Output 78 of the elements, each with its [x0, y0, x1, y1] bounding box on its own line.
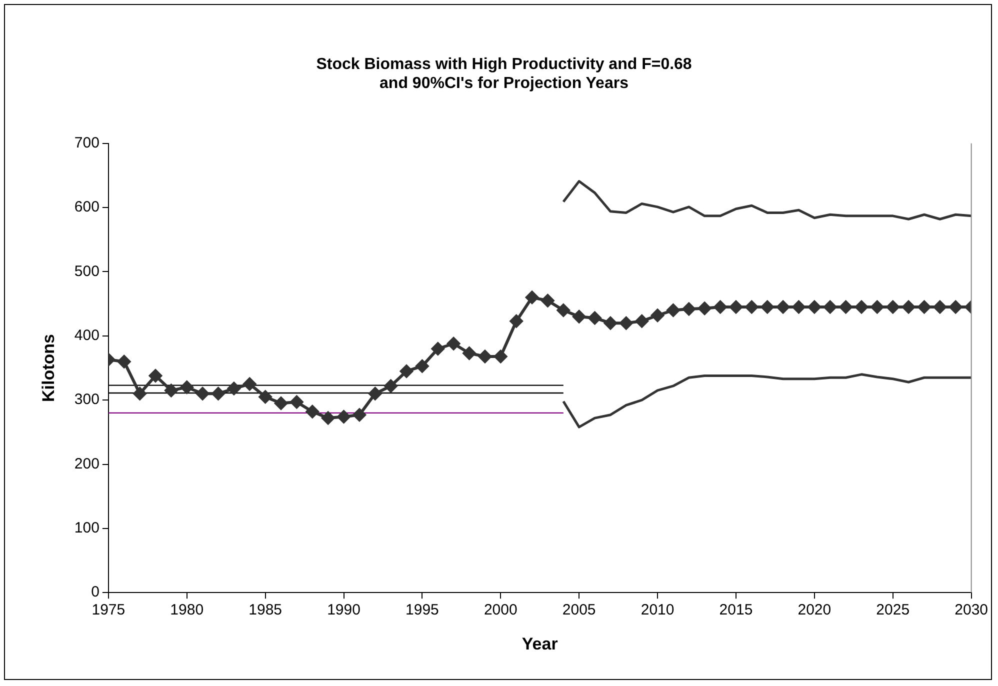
point	[760, 300, 774, 314]
x-tick-label: 1980	[170, 602, 204, 619]
y-tick-label: 300	[74, 391, 100, 408]
point	[635, 314, 648, 328]
point	[604, 316, 617, 330]
point	[918, 300, 931, 314]
point	[196, 387, 210, 400]
point	[133, 387, 146, 400]
point	[870, 300, 884, 314]
point	[729, 300, 742, 314]
x-tick-label: 1985	[248, 602, 282, 619]
point	[258, 390, 272, 404]
point	[745, 300, 758, 314]
point	[620, 316, 633, 330]
x-axis-title: Year	[522, 634, 558, 654]
point	[227, 382, 240, 396]
point	[400, 364, 414, 378]
x-tick-label: 2025	[876, 602, 910, 619]
x-tick-label: 2015	[719, 602, 753, 619]
point	[666, 304, 680, 317]
point	[352, 408, 366, 422]
y-tick-label: 200	[74, 455, 100, 472]
point	[431, 342, 444, 356]
point	[212, 387, 225, 400]
point	[526, 290, 539, 304]
point	[839, 300, 852, 314]
point	[556, 304, 570, 317]
point	[792, 300, 806, 314]
point	[854, 300, 868, 314]
point	[651, 308, 664, 322]
y-tick-label: 600	[74, 198, 100, 216]
y-tick-label: 0	[91, 584, 100, 601]
point	[290, 396, 304, 409]
y-tick-label: 700	[74, 134, 100, 152]
point	[148, 369, 162, 382]
x-tick-label: 2010	[640, 602, 674, 619]
x-tick-label: 2020	[798, 602, 832, 619]
y-axis-title: Kilotons	[38, 334, 58, 402]
point	[682, 302, 696, 316]
point	[494, 350, 508, 363]
point	[462, 346, 476, 360]
y-tick-label: 500	[74, 262, 100, 280]
point	[274, 396, 288, 410]
x-tick-label: 2000	[484, 602, 518, 619]
point	[824, 300, 837, 314]
point	[368, 387, 382, 400]
point	[164, 384, 178, 397]
point	[243, 378, 256, 391]
y-tick-label: 100	[74, 520, 100, 537]
x-tick-label: 2030	[954, 602, 988, 619]
x-tick-label: 1975	[92, 602, 126, 619]
point	[337, 410, 350, 424]
point	[478, 350, 492, 363]
point	[447, 337, 460, 350]
text: and 90%CI's for Projection Years	[380, 75, 628, 92]
point	[384, 379, 398, 392]
y-tick-label: 400	[74, 327, 100, 344]
point	[322, 412, 335, 425]
point	[698, 302, 712, 315]
point	[588, 311, 602, 324]
point	[902, 300, 916, 314]
text: Stock Biomass with High Productivity and F=0.68	[316, 56, 692, 74]
point	[714, 300, 727, 314]
point	[572, 310, 586, 324]
point	[949, 300, 962, 314]
point	[510, 314, 523, 328]
point	[808, 300, 821, 314]
point	[118, 355, 131, 368]
point	[416, 360, 429, 373]
x-tick-label: 2005	[562, 602, 596, 619]
point	[180, 380, 194, 394]
point	[541, 294, 554, 308]
x-tick-label: 1990	[327, 602, 360, 619]
point	[306, 405, 319, 418]
point	[886, 300, 900, 314]
x-tick-label: 1995	[406, 602, 439, 619]
point	[933, 300, 946, 314]
point	[776, 300, 790, 314]
